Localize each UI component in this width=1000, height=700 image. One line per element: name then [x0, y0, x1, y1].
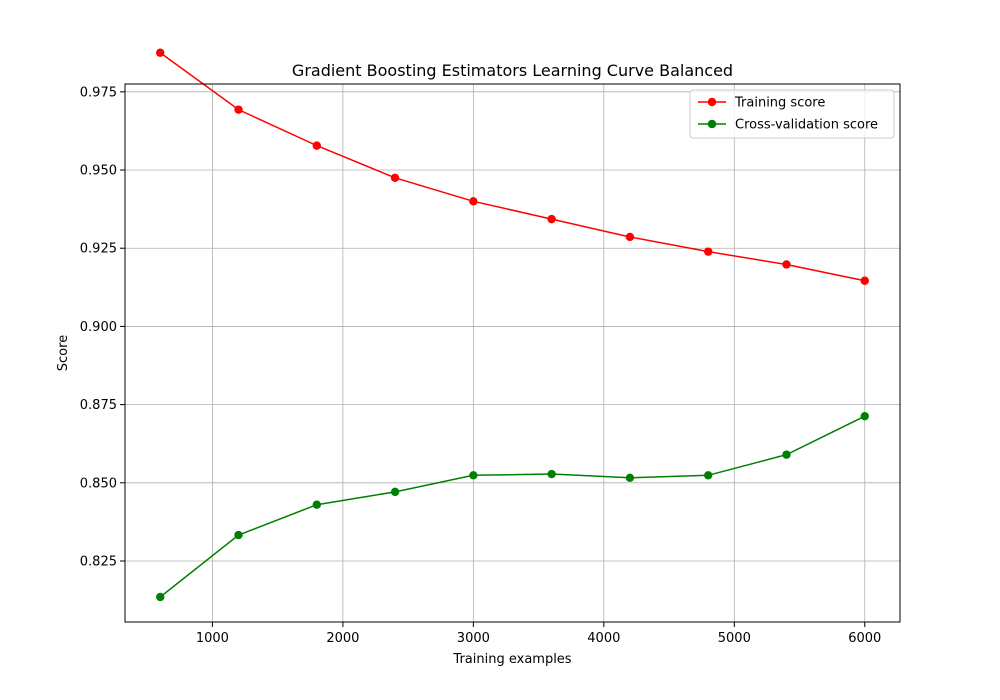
data-point — [547, 469, 556, 479]
legend-label: Training score — [734, 96, 825, 111]
x-axis-ticks: 1000 2000 3000 4000 5000 6000 — [196, 622, 881, 646]
x-tick-label: 5000 — [718, 631, 751, 646]
y-tick-label: 0.875 — [80, 398, 117, 413]
y-tick-label: 0.825 — [80, 555, 117, 570]
data-point — [156, 592, 165, 602]
legend: Training score Cross-validation score — [689, 89, 895, 139]
series-line — [159, 415, 866, 598]
x-tick-label: 2000 — [326, 631, 359, 646]
y-tick-label: 0.850 — [80, 476, 117, 491]
legend-box — [689, 89, 895, 139]
grid-layer — [125, 84, 900, 622]
y-tick-label: 0.900 — [80, 320, 117, 335]
data-point — [312, 500, 321, 509]
data-point — [234, 530, 243, 540]
data-point — [390, 487, 400, 497]
legend-marker — [707, 97, 717, 107]
x-tick-label: 4000 — [587, 631, 620, 646]
y-axis-ticks: 0.825 0.850 0.875 0.900 0.925 0.950 0.975 — [80, 85, 125, 570]
legend-label: Cross-validation score — [735, 118, 878, 133]
data-point — [860, 276, 869, 285]
x-axis-label: Training examples — [452, 652, 571, 667]
x-tick-label: 6000 — [848, 631, 881, 646]
data-point — [156, 48, 165, 57]
data-point — [469, 471, 478, 480]
data-point — [782, 450, 791, 459]
chart-title: Gradient Boosting Estimators Learning Cu… — [292, 61, 733, 80]
x-tick-label: 1000 — [196, 631, 229, 646]
data-point — [782, 260, 791, 269]
data-point — [390, 173, 400, 183]
y-tick-label: 0.925 — [80, 242, 117, 257]
data-point — [704, 471, 713, 480]
series-training-score — [156, 48, 869, 285]
data-point — [625, 232, 635, 242]
data-point — [234, 105, 243, 114]
series-layer — [156, 48, 869, 602]
data-point — [312, 141, 321, 150]
data-point — [625, 473, 635, 483]
data-point — [860, 411, 869, 421]
plot-frame — [124, 83, 901, 623]
x-tick-label: 3000 — [457, 631, 490, 646]
series-cross-validation-score — [156, 411, 869, 602]
y-axis-label: Score — [56, 335, 71, 371]
data-point — [547, 214, 556, 224]
legend-item: Cross-validation score — [698, 118, 878, 133]
legend-marker — [707, 119, 717, 129]
data-point — [469, 197, 478, 206]
series-line — [159, 52, 865, 282]
y-tick-label: 0.950 — [80, 164, 117, 179]
legend-item: Training score — [698, 96, 825, 111]
data-point — [704, 247, 713, 256]
y-tick-label: 0.975 — [80, 85, 117, 100]
